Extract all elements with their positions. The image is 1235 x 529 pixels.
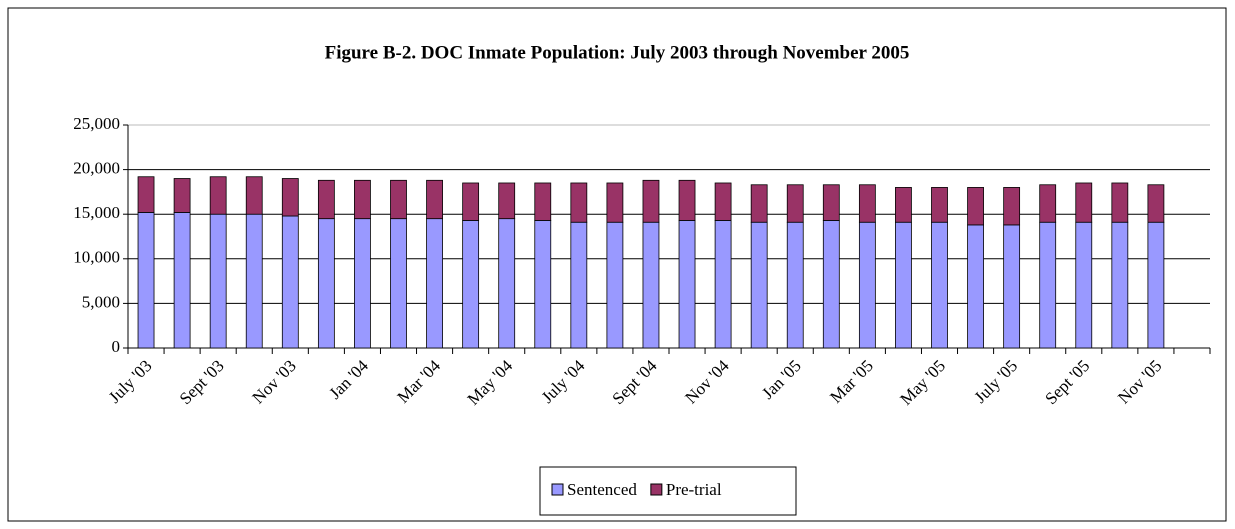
bar-segment <box>895 221 912 349</box>
bar-segment <box>173 212 191 349</box>
bar-segment <box>281 178 299 217</box>
bar-segment <box>606 182 624 223</box>
bar-segment <box>137 176 155 213</box>
bar-segment <box>786 221 804 349</box>
bar-segment <box>642 221 660 349</box>
bar-segment <box>858 184 876 223</box>
bar-segment <box>1111 221 1129 349</box>
bar-segment <box>678 220 696 349</box>
chart-title: Figure B-2. DOC Inmate Population: July … <box>325 42 910 63</box>
bar-segment <box>1003 187 1021 226</box>
bar-segment <box>245 176 263 215</box>
bar-segment <box>426 179 443 220</box>
bar-segment <box>570 182 588 223</box>
y-tick-label: 10,000 <box>73 248 120 267</box>
bar-segment <box>931 221 948 349</box>
bar-segment <box>895 187 912 223</box>
bar-segment <box>1075 221 1093 349</box>
bar-segment <box>209 213 227 349</box>
y-tick-label: 15,000 <box>73 203 120 222</box>
bar-segment <box>317 179 335 220</box>
bar-segment <box>642 179 660 223</box>
bar-segment <box>750 184 768 223</box>
bar-segment <box>570 221 588 349</box>
bar-segment <box>967 187 984 226</box>
bar-segment <box>354 218 371 349</box>
bar-segment <box>1147 184 1165 223</box>
bar-segment <box>245 213 263 349</box>
bar-segment <box>1039 184 1057 223</box>
bar-segment <box>390 179 407 220</box>
bar-segment <box>426 218 443 349</box>
y-tick-label: 25,000 <box>73 114 120 133</box>
y-tick-label: 5,000 <box>82 292 120 311</box>
bar-segment <box>750 221 768 349</box>
bar-segment <box>678 179 696 221</box>
bar-segment <box>1111 182 1129 223</box>
bar-segment <box>354 179 371 220</box>
legend-swatch <box>551 483 564 496</box>
bar-segment <box>209 176 227 215</box>
bar-segment <box>390 218 407 349</box>
y-tick-label: 0 <box>112 337 121 356</box>
bar-segment <box>462 220 480 349</box>
bar-segment <box>534 182 552 221</box>
bar-segment <box>1003 224 1021 349</box>
bar-segment <box>822 184 840 221</box>
bar-segment <box>498 218 516 349</box>
bar-segment <box>462 182 480 221</box>
legend-label: Sentenced <box>567 480 637 499</box>
bar-segment <box>1039 221 1057 349</box>
legend-frame <box>539 466 797 516</box>
bar-segment <box>786 184 804 223</box>
bar-segment <box>281 215 299 349</box>
bar-segment <box>714 182 732 221</box>
bar-segment <box>498 182 516 220</box>
y-tick-label: 20,000 <box>73 159 120 178</box>
bar-segment <box>173 178 191 213</box>
bar-segment <box>967 224 984 349</box>
bar-segment <box>317 218 335 349</box>
bar-segment <box>858 221 876 349</box>
bar-segment <box>1075 182 1093 223</box>
bar-segment <box>534 220 552 349</box>
bar-segment <box>714 220 732 349</box>
legend-swatch <box>650 483 663 496</box>
bar-segment <box>606 221 624 349</box>
bar-segment <box>931 187 948 223</box>
legend-label: Pre-trial <box>666 480 722 499</box>
bar-segment <box>137 212 155 349</box>
bar-segment <box>1147 221 1165 349</box>
bar-segment <box>822 220 840 349</box>
